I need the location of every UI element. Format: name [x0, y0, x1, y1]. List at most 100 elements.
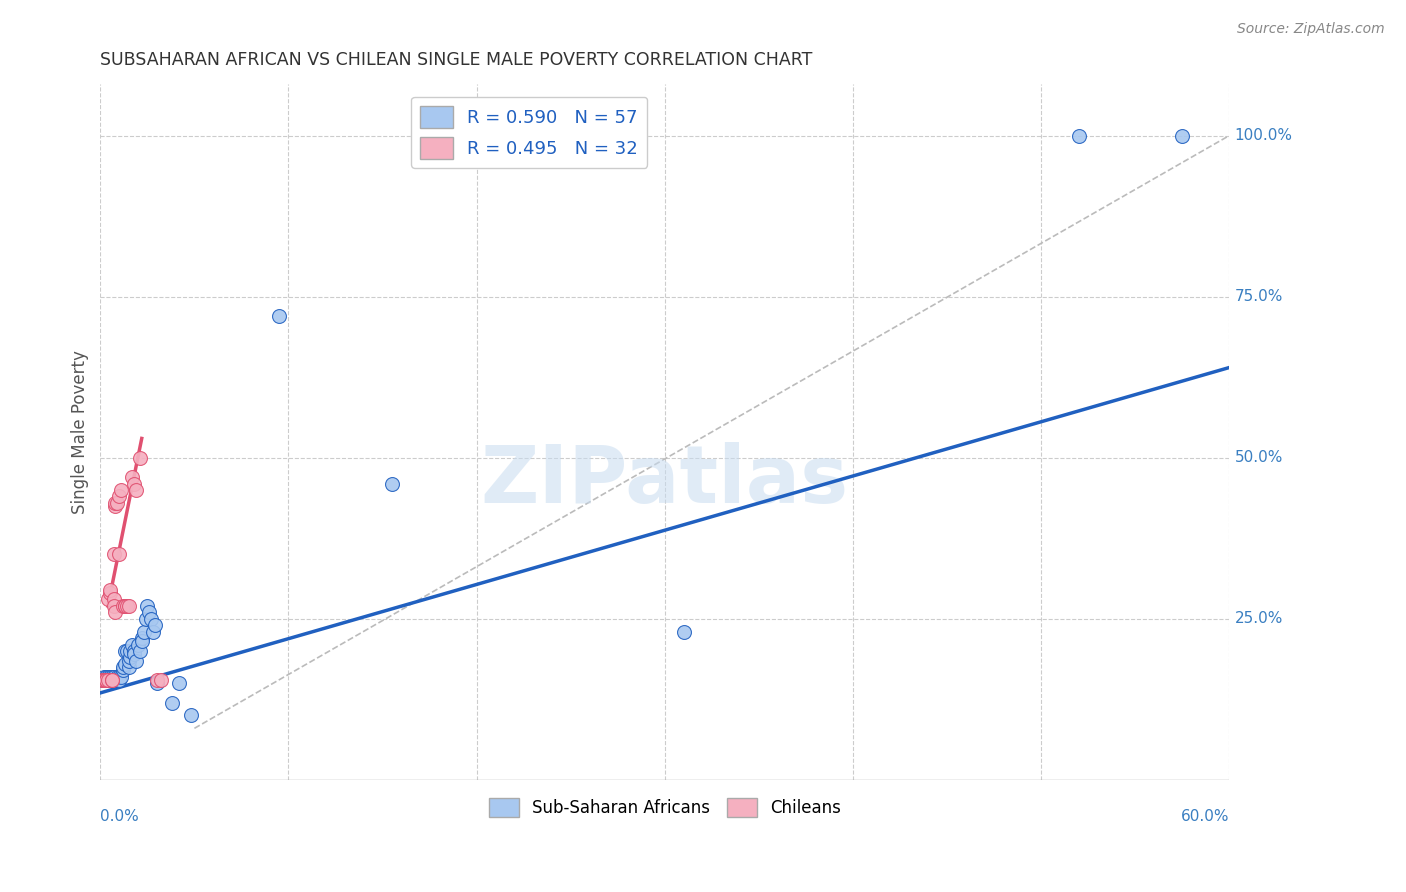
- Point: [103, 670, 125, 684]
- Point: [134, 612, 156, 626]
- Point: [169, 676, 191, 690]
- Point: [122, 476, 145, 491]
- Point: [381, 476, 404, 491]
- Point: [91, 673, 114, 687]
- Point: [267, 309, 290, 323]
- Point: [104, 496, 127, 510]
- Point: [108, 673, 131, 687]
- Point: [143, 618, 166, 632]
- Point: [93, 670, 115, 684]
- Point: [94, 673, 117, 687]
- Point: [120, 650, 142, 665]
- Point: [115, 599, 138, 613]
- Point: [98, 582, 121, 597]
- Point: [100, 670, 122, 684]
- Point: [121, 638, 143, 652]
- Point: [98, 673, 121, 687]
- Point: [105, 496, 128, 510]
- Point: [93, 673, 115, 687]
- Point: [146, 676, 169, 690]
- Point: [104, 673, 127, 687]
- Text: 100.0%: 100.0%: [1234, 128, 1292, 143]
- Point: [104, 673, 127, 687]
- Point: [100, 673, 122, 687]
- Point: [149, 673, 172, 687]
- Point: [110, 483, 132, 497]
- Point: [160, 696, 183, 710]
- Point: [114, 599, 136, 613]
- Point: [100, 673, 122, 687]
- Point: [100, 673, 122, 687]
- Point: [131, 631, 153, 645]
- Point: [125, 654, 148, 668]
- Point: [122, 647, 145, 661]
- Point: [103, 548, 125, 562]
- Point: [103, 673, 125, 687]
- Point: [94, 673, 117, 687]
- Point: [111, 599, 134, 613]
- Point: [110, 670, 132, 684]
- Point: [127, 638, 149, 652]
- Point: [93, 673, 115, 687]
- Point: [108, 548, 131, 562]
- Point: [122, 644, 145, 658]
- Point: [94, 673, 117, 687]
- Point: [121, 470, 143, 484]
- Legend: Sub-Saharan Africans, Chileans: Sub-Saharan Africans, Chileans: [482, 792, 848, 823]
- Point: [97, 592, 120, 607]
- Point: [672, 624, 695, 639]
- Point: [131, 634, 153, 648]
- Text: SUBSAHARAN AFRICAN VS CHILEAN SINGLE MALE POVERTY CORRELATION CHART: SUBSAHARAN AFRICAN VS CHILEAN SINGLE MAL…: [100, 51, 813, 69]
- Point: [117, 599, 139, 613]
- Point: [103, 592, 125, 607]
- Point: [1171, 128, 1194, 143]
- Point: [94, 673, 117, 687]
- Point: [100, 673, 122, 687]
- Point: [94, 670, 117, 684]
- Point: [125, 483, 148, 497]
- Point: [114, 657, 136, 671]
- Point: [98, 670, 121, 684]
- Point: [128, 450, 150, 465]
- Point: [98, 673, 121, 687]
- Point: [114, 644, 136, 658]
- Point: [108, 490, 131, 504]
- Text: ZIPatlas: ZIPatlas: [481, 442, 849, 520]
- Point: [146, 673, 169, 687]
- Text: 60.0%: 60.0%: [1181, 809, 1229, 824]
- Point: [97, 670, 120, 684]
- Point: [108, 673, 131, 687]
- Point: [98, 586, 121, 600]
- Point: [180, 708, 202, 723]
- Text: 25.0%: 25.0%: [1234, 611, 1284, 626]
- Point: [115, 644, 138, 658]
- Text: 50.0%: 50.0%: [1234, 450, 1284, 466]
- Point: [97, 673, 120, 687]
- Point: [117, 654, 139, 668]
- Point: [120, 644, 142, 658]
- Point: [117, 660, 139, 674]
- Point: [132, 624, 155, 639]
- Point: [104, 606, 127, 620]
- Text: Source: ZipAtlas.com: Source: ZipAtlas.com: [1237, 22, 1385, 37]
- Y-axis label: Single Male Poverty: Single Male Poverty: [72, 350, 89, 514]
- Point: [114, 599, 136, 613]
- Point: [111, 660, 134, 674]
- Point: [128, 644, 150, 658]
- Point: [141, 612, 163, 626]
- Point: [97, 673, 120, 687]
- Text: 0.0%: 0.0%: [100, 809, 139, 824]
- Point: [103, 599, 125, 613]
- Point: [136, 599, 159, 613]
- Point: [91, 673, 114, 687]
- Text: 75.0%: 75.0%: [1234, 289, 1284, 304]
- Point: [93, 673, 115, 687]
- Point: [111, 664, 134, 678]
- Point: [108, 670, 131, 684]
- Point: [142, 624, 165, 639]
- Point: [1067, 128, 1090, 143]
- Point: [104, 499, 127, 513]
- Point: [138, 606, 160, 620]
- Point: [97, 673, 120, 687]
- Point: [105, 670, 128, 684]
